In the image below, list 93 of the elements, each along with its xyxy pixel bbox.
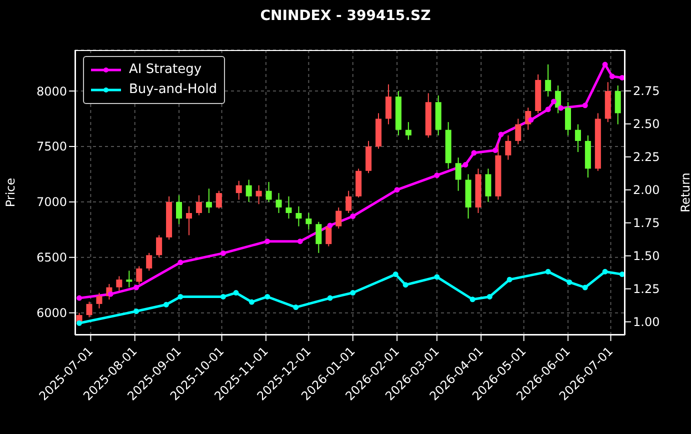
y-tick-label: 8000 bbox=[36, 84, 67, 98]
point bbox=[248, 299, 254, 305]
candlestick bbox=[485, 168, 492, 202]
point bbox=[163, 302, 169, 308]
candlestick bbox=[614, 84, 621, 125]
candlestick bbox=[515, 118, 522, 145]
point bbox=[134, 308, 140, 314]
point bbox=[327, 295, 333, 301]
y-tick-label: 6500 bbox=[36, 250, 67, 265]
candlestick bbox=[316, 221, 322, 254]
candlestick bbox=[196, 194, 202, 216]
candlestick bbox=[146, 252, 152, 272]
y2-tick-label: 1.25 bbox=[633, 282, 660, 296]
candlestick bbox=[346, 190, 352, 214]
y2-tick-label: 1.50 bbox=[633, 249, 660, 264]
point bbox=[134, 284, 140, 290]
y2-tick-label: 1.75 bbox=[633, 216, 660, 230]
candlestick bbox=[236, 180, 242, 200]
point bbox=[350, 290, 356, 296]
candlestick bbox=[206, 188, 212, 214]
candlestick bbox=[306, 212, 312, 230]
point bbox=[566, 279, 572, 285]
candlestick bbox=[216, 190, 222, 210]
point bbox=[471, 150, 477, 156]
point bbox=[220, 250, 226, 256]
candlestick bbox=[545, 64, 552, 98]
y2-tick-label: 2.75 bbox=[633, 84, 660, 98]
legend-label: AI Strategy bbox=[129, 61, 202, 79]
candlestick bbox=[336, 206, 342, 230]
point bbox=[609, 74, 615, 80]
y2-tick-label: 2.00 bbox=[633, 183, 660, 198]
y-tick-label: 7500 bbox=[36, 140, 67, 154]
point bbox=[470, 296, 476, 302]
candlestick bbox=[505, 134, 512, 160]
candlestick bbox=[156, 234, 162, 258]
candlestick bbox=[266, 181, 272, 202]
point bbox=[327, 222, 333, 228]
point bbox=[492, 148, 498, 154]
candlestick bbox=[405, 122, 412, 140]
candlestick bbox=[96, 292, 102, 309]
point bbox=[264, 294, 270, 300]
point bbox=[462, 162, 468, 168]
point bbox=[394, 187, 400, 193]
point bbox=[220, 294, 226, 300]
candlestick bbox=[256, 184, 262, 205]
candlestick bbox=[116, 276, 122, 292]
point bbox=[293, 304, 299, 310]
candlestick bbox=[246, 179, 252, 202]
point bbox=[602, 62, 608, 68]
point bbox=[264, 238, 270, 244]
candlestick bbox=[126, 270, 132, 288]
point bbox=[178, 260, 184, 266]
y-tick-label: 6000 bbox=[36, 306, 67, 320]
point bbox=[76, 295, 82, 301]
point bbox=[402, 282, 408, 288]
point bbox=[297, 238, 303, 244]
candlestick bbox=[385, 84, 392, 125]
point bbox=[76, 320, 82, 326]
candlestick bbox=[186, 206, 192, 236]
candlestick bbox=[565, 102, 572, 136]
point bbox=[602, 268, 608, 274]
y-axis-title: Price bbox=[3, 178, 18, 208]
point bbox=[178, 294, 184, 300]
candlestick bbox=[326, 224, 332, 247]
point bbox=[506, 276, 512, 282]
y2-tick-label: 2.25 bbox=[633, 150, 660, 164]
candlestick bbox=[455, 157, 462, 192]
point bbox=[582, 102, 588, 108]
candlestick bbox=[276, 192, 282, 214]
point bbox=[350, 214, 356, 219]
candlestick bbox=[574, 124, 581, 153]
y2-tick-label: 2.50 bbox=[633, 117, 660, 132]
point bbox=[392, 272, 398, 278]
legend-label: Buy-and-Hold bbox=[129, 81, 218, 99]
point bbox=[233, 290, 239, 296]
point bbox=[498, 132, 504, 138]
candlestick bbox=[136, 266, 142, 284]
y-tick-label: 7000 bbox=[36, 195, 67, 210]
point bbox=[486, 294, 492, 300]
point bbox=[551, 98, 557, 104]
point bbox=[545, 268, 551, 274]
candlestick bbox=[86, 301, 92, 318]
candlestick bbox=[296, 206, 302, 227]
point bbox=[434, 274, 440, 280]
y2-tick-label: 1.00 bbox=[633, 315, 660, 330]
point bbox=[545, 106, 551, 112]
y2-axis-title: Return bbox=[678, 172, 691, 212]
candlestick bbox=[176, 194, 182, 225]
candlestick bbox=[286, 196, 292, 220]
point bbox=[558, 105, 564, 111]
chart-title: CNINDEX - 399415.SZ bbox=[259, 8, 432, 24]
point bbox=[434, 172, 440, 178]
point bbox=[582, 284, 588, 290]
